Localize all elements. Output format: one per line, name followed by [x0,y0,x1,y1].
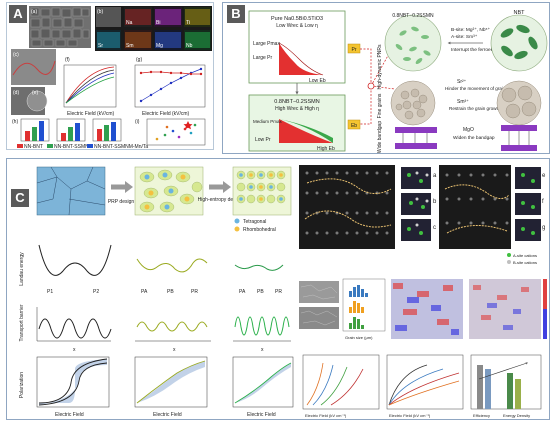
pol-ylabel: Polarization [19,372,25,398]
sublabel-b: (b) [97,9,103,15]
sublabel-f: (f) [65,57,70,63]
g-xlabel: Electric Field (kV/cm) [142,111,190,117]
sublabel-g: (g) [136,57,142,63]
x-label-2: x [173,347,176,353]
pure-large-pr: Large Pr [253,55,273,61]
sr-text: Sr²⁺ [457,79,467,85]
mixed-title: 0.8NBT−0.2SSMN [274,99,319,105]
circle2-title: NBT [514,10,526,16]
circle1-title: 0.8NBT−0.2SSMN [392,13,434,19]
mixed-high-eb: High Eb [317,146,335,152]
panel-c-figure: PRP design High-entropy design Tetragona… [19,165,547,418]
c2-xlabel: Electric Field (kV cm⁻¹) [389,413,431,418]
cation-legend-b: B-site cations [513,260,537,265]
eds-bi: Bi [156,20,160,26]
stem-tag-a: a [433,173,437,179]
mixed-low-pr: Low Pr [255,137,271,143]
sublabel-a: (a) [31,9,37,15]
pa-label: PA [141,289,148,295]
stem-tag-g: g [542,225,545,231]
eds-ti: Ti [186,20,190,26]
eds-sr: Sr [98,43,103,49]
mgo-text: MgO [463,127,474,133]
side-wide-bandgap: Wide bandgap [377,121,383,153]
legend-nn-bnt-ssmnm: NN-BNT-SSMNM [54,144,93,150]
pure-title: Pure Na0.5Bi0.5TiO3 [271,16,323,22]
stem-tag-f: f [542,199,544,205]
sublabel-c: (c) [13,52,19,58]
pure-large-pmax: Large Pmax [253,41,280,47]
field-xlabel-1: Electric Field [55,412,84,418]
pr-tag: Pr [352,47,357,53]
bsite-text: B-site: Mg²⁺, Nb⁵⁺ [451,27,491,33]
side-high-dynamic: High-dynamic PNRs [377,44,383,90]
panel-a: A (a) (b) [6,2,214,150]
sm-text: Sm³⁺ [457,99,469,105]
side-fine-grains: Fine grains [377,93,383,118]
prp-label: PRP design [108,199,135,205]
sublabel-h: (h) [12,119,18,125]
stem-tag-b: b [433,199,437,205]
panel-b-label: B [227,5,245,23]
c1-xlabel: Electric Field (kV cm⁻¹) [305,413,347,418]
x-label-1: x [73,347,76,353]
legend-rhombohedral: Rhombohedral [243,227,276,233]
pa-label-2: PA [239,289,246,295]
pr-label-2: PR [275,289,282,295]
pure-sub: Low Wrec & Low η [276,23,318,29]
c3-cat-energy: Energy Density [503,413,530,418]
sublabel-i: (i) [135,119,140,125]
pb-label: PB [167,289,174,295]
mixed-medium-pmax: Medium Pmax [253,119,283,124]
barrier-ylabel: Transport barrier [19,304,25,341]
widen-text: Widen the bandgap [453,135,495,141]
eds-nb: Nb [186,43,193,49]
field-xlabel-2: Electric Field [153,412,182,418]
eds-na: Na [126,20,133,26]
pure-low-eb: Low Eb [309,78,326,84]
sublabel-e: (e) [32,90,38,96]
panel-b: B Pure Na0.5Bi0.5TiO3 Low Wrec & Low η L… [222,2,550,154]
p2-label: P2 [93,289,99,295]
panel-c-label: C [11,189,29,207]
bar-xlabel: Grain size (μm) [345,335,373,340]
legend-nn-bnt-ssmnm-mnta: NN-BNT-SSMNM-Mn/Ta [94,144,148,150]
panel-c: C PRP design High-entropy design Tetrago… [6,158,550,420]
legend-nn-bnt: NN-BNT [24,144,43,150]
eds-sm: Sm [126,43,134,49]
landau-ylabel: Landau energy [19,252,25,286]
c3-cat-efficiency: Efficiency [473,413,490,418]
f-xlabel: Electric Field (kV/cm) [67,111,115,117]
asite-text: A-site: Sm³⁺ [451,34,478,40]
panel-a-figure: (a) (b) Na Bi Ti Sr Sm Mg Nb (c) [11,6,212,150]
p1-label: P1 [47,289,53,295]
eds-mg: Mg [156,43,163,49]
pr-label: PR [191,289,198,295]
field-xlabel-3: Electric Field [247,412,276,418]
interrupt-text: Interrupt the ferroelectric order [451,47,516,53]
stem-tag-c: c [433,225,436,231]
legend-tetragonal: Tetragonal [243,219,266,225]
panel-a-label: A [9,5,27,23]
sublabel-d: (d) [13,90,19,96]
pb-label-2: PB [257,289,264,295]
restrain-text: Restrain the grain growth [449,106,501,111]
x-label-3: x [261,347,264,353]
cation-legend-a: A-site cations [513,253,537,258]
eb-tag: Eb [351,123,357,129]
he-label: High-entropy design [198,197,243,203]
panel-b-figure: Pure Na0.5Bi0.5TiO3 Low Wrec & Low η Lar… [248,10,548,153]
hinder-text: Hinder the movement of grain boundaries [445,86,530,91]
mixed-sub: High Wrec & High η [275,106,319,112]
stem-tag-e: e [542,173,546,179]
